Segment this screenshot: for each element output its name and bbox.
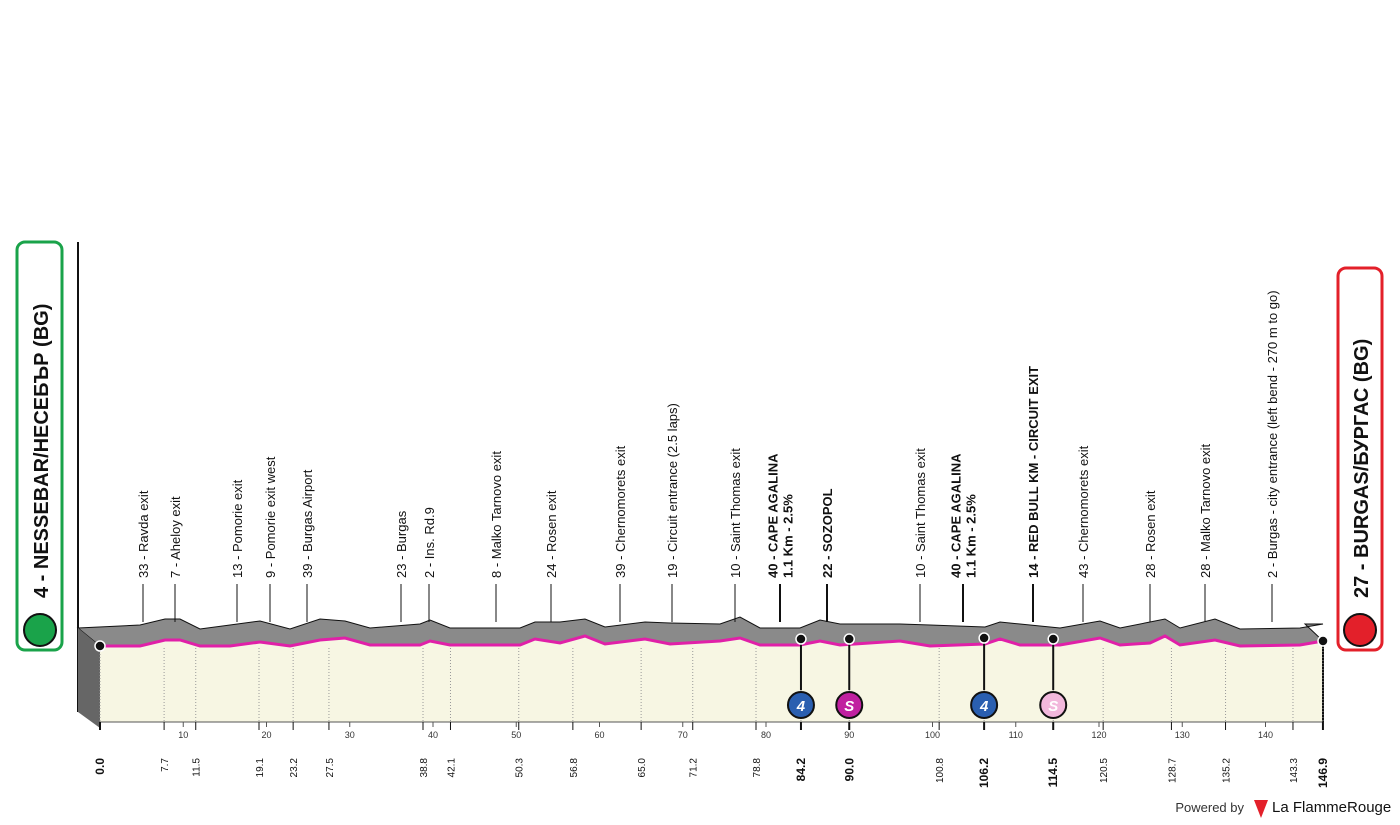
axis-tick-label: 130	[1175, 730, 1190, 740]
waypoint-label: 1.1 Km - 2.5%	[964, 494, 979, 578]
km-label: 19.1	[255, 758, 266, 778]
km-label: 146.9	[1316, 758, 1330, 788]
km-label: 38.8	[419, 758, 430, 778]
badge-text: 4	[979, 698, 989, 715]
axis-tick-label: 20	[261, 730, 271, 740]
km-label: 27.5	[325, 758, 336, 778]
waypoint-label: 39 - Burgas Airport	[300, 469, 315, 578]
waypoint-label: 28 - Malko Tarnovo exit	[1198, 443, 1213, 578]
waypoint-label: 33 - Ravda exit	[136, 490, 151, 578]
axis-tick-label: 70	[678, 730, 688, 740]
brand-logo	[1254, 800, 1268, 818]
terrain-area	[100, 636, 1323, 722]
waypoint-label: 40 - CAPE AGALINA	[949, 453, 964, 578]
km-label: 90.0	[842, 758, 856, 782]
endpoint-dot	[1317, 635, 1329, 647]
waypoint-label: 28 - Rosen exit	[1143, 490, 1158, 578]
km-label: 56.8	[569, 758, 580, 778]
waypoint-label: 7 - Aheloy exit	[168, 496, 183, 578]
km-label: 143.3	[1289, 758, 1300, 783]
waypoint-label: 9 - Pomorie exit west	[263, 456, 278, 578]
km-label: 100.8	[935, 758, 946, 783]
endpoint-dot	[94, 640, 106, 652]
start-label: 4 - NESSEBAR/НЕСЕБЪР (BG)	[31, 304, 53, 598]
finish-box	[1336, 266, 1384, 652]
km-label: 71.2	[689, 758, 700, 778]
waypoint-label: 2 - Ins. Rd.9	[422, 507, 437, 578]
waypoint-label: 22 - SOZOPOL	[820, 488, 835, 578]
km-label: 135.2	[1222, 758, 1233, 783]
km-label: 106.2	[977, 758, 991, 788]
badge	[970, 691, 999, 719]
start-icon	[23, 613, 57, 647]
badge	[1039, 691, 1068, 719]
km-label: 11.5	[192, 758, 203, 777]
km-label: 23.2	[289, 758, 300, 778]
km-label: 78.8	[752, 758, 763, 778]
point-dot	[843, 633, 855, 645]
waypoint-label: 43 - Chernomorets exit	[1076, 445, 1091, 578]
axis-tick-label: 100	[925, 730, 940, 740]
km-label: 7.7	[160, 758, 171, 772]
waypoint-label: 13 - Pomorie exit	[230, 479, 245, 578]
route-line	[100, 634, 1324, 648]
powered-by: Powered by	[1175, 800, 1244, 815]
point-dot	[1047, 633, 1059, 645]
waypoint-label: 19 - Circuit entrance (2.5 laps)	[665, 403, 680, 578]
km-label: 128.7	[1167, 758, 1178, 783]
km-label: 42.1	[446, 758, 457, 778]
badge-text: 4	[796, 698, 806, 715]
axis-tick-label: 110	[1009, 730, 1023, 740]
point-dot	[795, 633, 807, 645]
km-label: 120.5	[1099, 758, 1110, 783]
km-label: 114.5	[1046, 758, 1060, 788]
waypoint-label: 24 - Rosen exit	[544, 490, 559, 578]
badge-text: S	[844, 698, 854, 715]
finish-label: 27 - BURGAS/БУРГАС (BG)	[1351, 339, 1373, 598]
axis-tick-label: 120	[1091, 730, 1106, 740]
profile-wall	[78, 628, 100, 728]
brand: La FlammeRouge	[1272, 799, 1391, 816]
km-label: 50.3	[515, 758, 526, 778]
axis-tick-label: 80	[761, 730, 771, 740]
axis-tick-label: 40	[428, 730, 438, 740]
finish-icon	[1343, 613, 1377, 647]
badge	[835, 691, 864, 719]
waypoint-label: 10 - Saint Thomas exit	[728, 448, 743, 578]
waypoint-label: 8 - Malko Tarnovo exit	[489, 451, 504, 578]
waypoint-label: 14 - RED BULL KM - CIRCUIT EXIT	[1026, 366, 1041, 578]
start-box	[15, 240, 64, 652]
axis-tick-label: 140	[1258, 730, 1273, 740]
waypoint-label: 10 - Saint Thomas exit	[913, 448, 928, 578]
point-dot	[978, 632, 990, 644]
axis-tick-label: 50	[511, 730, 521, 740]
waypoint-label: 2 - Burgas - city entrance (left bend - …	[1265, 290, 1280, 578]
badge-text: S	[1048, 698, 1058, 715]
axis-tick-label: 60	[594, 730, 604, 740]
axis-tick-label: 30	[345, 730, 355, 740]
axis-tick-label: 90	[844, 730, 854, 740]
badge	[786, 691, 815, 719]
km-label: 65.0	[637, 758, 648, 778]
waypoint-label: 23 - Burgas	[394, 510, 409, 578]
km-label: 84.2	[794, 758, 808, 782]
waypoint-label: 39 - Chernomorets exit	[613, 445, 628, 578]
waypoint-label: 1.1 Km - 2.5%	[781, 494, 796, 578]
km-label: 0.0	[93, 758, 107, 775]
waypoint-label: 40 - CAPE AGALINA	[766, 453, 781, 578]
axis-tick-label: 10	[178, 730, 188, 740]
